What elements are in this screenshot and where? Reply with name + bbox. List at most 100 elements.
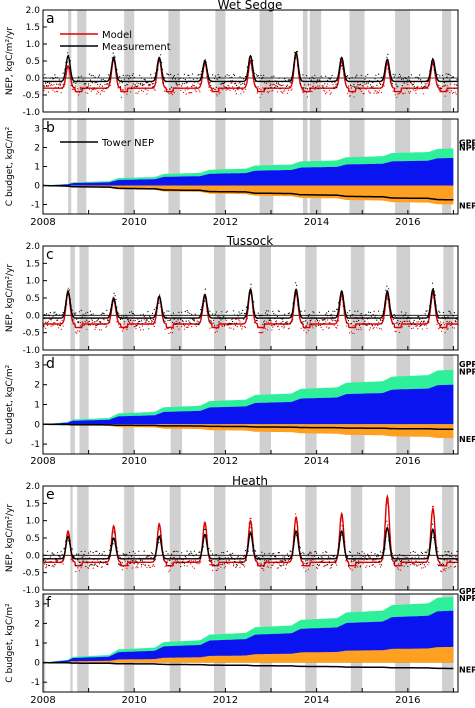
data-point — [394, 560, 396, 562]
data-point — [181, 83, 184, 85]
data-point — [311, 556, 313, 558]
data-point — [99, 560, 102, 563]
data-point — [350, 85, 352, 87]
data-point — [260, 563, 262, 565]
data-point — [228, 327, 230, 329]
data-point — [214, 313, 216, 315]
data-point — [394, 315, 396, 317]
data-point — [414, 551, 416, 553]
data-point — [53, 322, 55, 324]
data-point — [186, 81, 188, 84]
data-point — [179, 77, 181, 79]
data-point — [180, 566, 182, 568]
data-point — [134, 552, 136, 554]
data-point — [164, 320, 166, 322]
data-point — [348, 567, 351, 569]
data-point — [441, 562, 444, 564]
data-point — [52, 324, 54, 327]
data-point — [175, 320, 177, 322]
data-point — [301, 89, 303, 91]
data-point — [280, 322, 282, 324]
data-point — [438, 84, 440, 86]
data-point — [289, 323, 291, 325]
data-point — [398, 568, 400, 570]
data-point — [363, 82, 365, 84]
data-point — [86, 561, 88, 563]
data-point — [157, 69, 159, 71]
data-point — [318, 311, 320, 313]
data-point — [417, 85, 419, 87]
data-point — [275, 322, 278, 324]
data-point — [182, 323, 185, 325]
data-point — [271, 325, 273, 327]
data-point — [170, 331, 172, 334]
data-point — [67, 52, 69, 54]
data-point — [454, 91, 456, 93]
data-point — [312, 564, 314, 566]
data-point — [49, 77, 51, 79]
data-point — [230, 323, 232, 325]
data-point — [367, 553, 369, 555]
data-point — [438, 88, 440, 90]
data-point — [269, 82, 271, 84]
data-point — [312, 327, 314, 329]
data-point — [214, 554, 216, 556]
data-point — [322, 329, 324, 331]
data-point — [444, 570, 446, 572]
data-point — [288, 327, 290, 329]
data-point — [410, 74, 413, 76]
data-point — [213, 561, 216, 563]
data-point — [347, 565, 350, 567]
data-point — [196, 562, 198, 565]
data-point — [228, 86, 230, 88]
data-point — [70, 558, 72, 560]
data-point — [171, 332, 174, 334]
data-point — [278, 77, 280, 79]
data-point — [340, 65, 342, 67]
data-point — [218, 76, 220, 78]
gray-band — [68, 119, 72, 214]
data-point — [60, 92, 62, 94]
data-point — [115, 298, 117, 301]
data-point — [127, 319, 129, 321]
data-point — [455, 84, 457, 86]
x-tick-label: 2012 — [213, 456, 238, 467]
data-point — [84, 320, 86, 322]
data-point — [378, 92, 380, 94]
data-point — [189, 77, 191, 79]
data-point — [416, 565, 418, 567]
data-point — [54, 564, 56, 566]
data-point — [345, 560, 347, 562]
data-point — [349, 84, 351, 86]
data-point — [179, 322, 181, 324]
data-point — [284, 89, 286, 91]
data-point — [171, 86, 173, 88]
data-point — [312, 559, 314, 561]
gray-band — [70, 246, 75, 350]
data-point — [376, 555, 378, 557]
data-point — [133, 76, 135, 78]
series-line-model — [43, 289, 458, 329]
data-point — [326, 326, 328, 328]
data-point — [123, 79, 125, 81]
data-point — [43, 325, 45, 327]
y-tick-label: -1 — [31, 440, 40, 450]
data-point — [57, 560, 59, 562]
data-point — [362, 318, 364, 321]
data-point — [306, 325, 308, 327]
data-point — [449, 79, 451, 81]
data-point — [408, 561, 410, 563]
data-point — [290, 551, 292, 553]
data-point — [377, 91, 379, 93]
plot-frame — [42, 245, 459, 351]
data-point — [422, 561, 424, 563]
panel-letter: c — [46, 247, 54, 263]
data-point — [370, 551, 372, 553]
data-point — [60, 323, 62, 325]
data-point — [233, 74, 236, 77]
data-point — [452, 76, 454, 78]
data-point — [230, 82, 232, 84]
data-point — [443, 559, 445, 561]
data-point — [128, 319, 130, 321]
series-label-nep: NEP — [459, 435, 475, 444]
